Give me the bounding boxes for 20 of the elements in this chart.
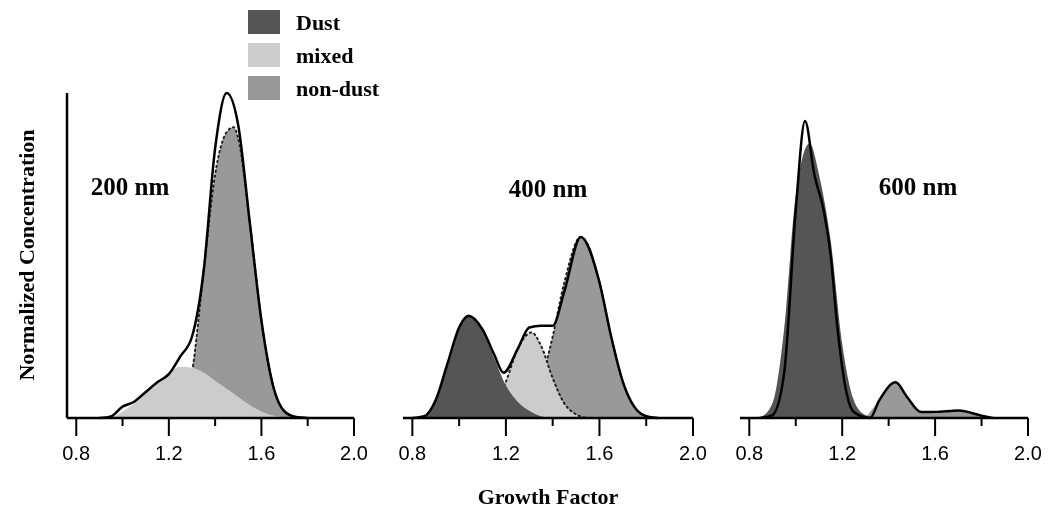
x-tick-label: 1.6 xyxy=(585,442,614,464)
x-tick-label: 2.0 xyxy=(679,442,707,464)
x-tick-label: 1.6 xyxy=(247,442,276,464)
x-tick-label: 1.2 xyxy=(492,442,520,464)
x-tick-label: 1.6 xyxy=(921,442,949,464)
legend-label: Dust xyxy=(296,10,341,35)
x-tick-label: 1.2 xyxy=(828,442,857,464)
annotation: 200 nm xyxy=(90,173,170,200)
x-axis-title: Growth Factor xyxy=(477,484,619,509)
annotation: 600 nm xyxy=(878,173,958,200)
x-tick-label: 0.8 xyxy=(735,442,764,464)
y-axis-title: Normalized Concentration xyxy=(14,129,39,381)
text: 400 nm xyxy=(508,175,588,202)
legend-label: mixed xyxy=(296,43,354,68)
x-tick-label: 2.0 xyxy=(340,442,368,464)
x-tick-label: 2.0 xyxy=(1014,442,1042,464)
x-tick-label: 0.8 xyxy=(62,442,91,464)
x-tick-label: 0.8 xyxy=(398,442,427,464)
legend-label: non-dust xyxy=(296,76,380,101)
x-tick-label: 1.2 xyxy=(154,442,183,464)
